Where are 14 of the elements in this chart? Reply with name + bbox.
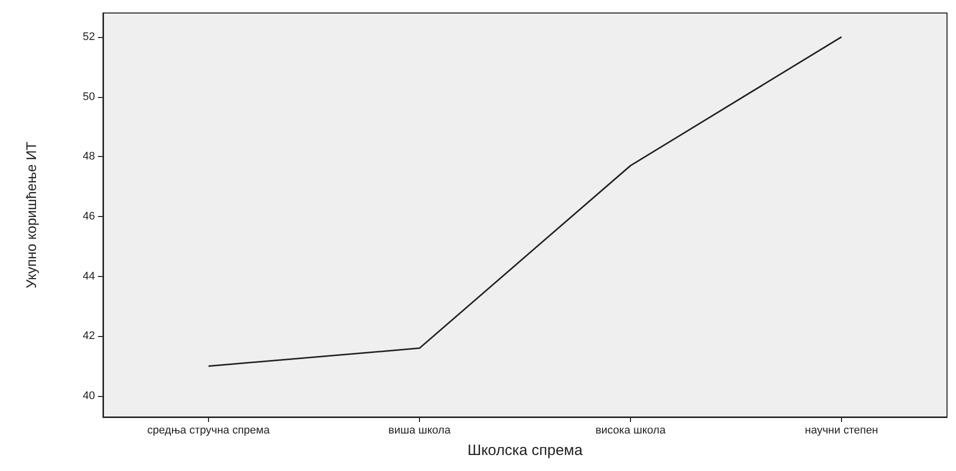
x-axis-title: Школска спрема xyxy=(467,442,584,459)
line-series xyxy=(208,36,842,367)
y-tick-label: 46 xyxy=(82,210,95,222)
y-tick-label: 44 xyxy=(82,270,95,282)
x-tick-label: виша школа xyxy=(388,424,452,436)
y-axis-title: Укупно коришћење ИТ xyxy=(23,141,39,288)
x-tick-label: средња стручна спрема xyxy=(147,424,271,436)
x-tick-label: висока школа xyxy=(595,424,666,436)
y-tick-label: 52 xyxy=(82,30,95,43)
y-tick-label: 42 xyxy=(82,330,95,342)
y-tick-label: 48 xyxy=(82,150,95,163)
y-tick-label: 40 xyxy=(82,390,95,402)
x-tick-label: научни степен xyxy=(804,424,878,436)
y-tick-label: 50 xyxy=(82,90,95,103)
